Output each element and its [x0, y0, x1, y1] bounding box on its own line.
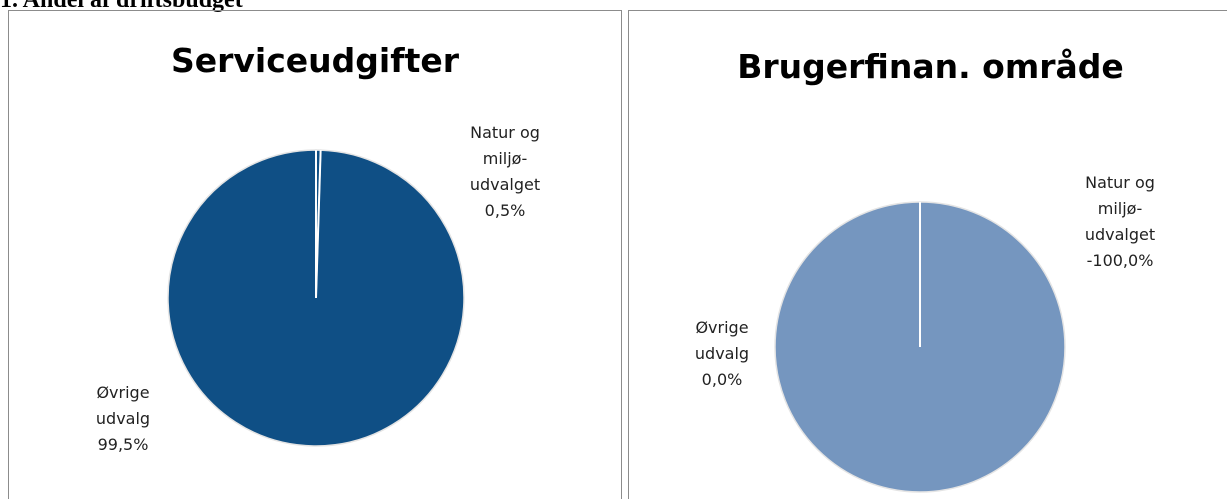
category-label: Øvrige udvalg: [95, 383, 151, 428]
category-label: Natur og miljø-udvalget: [469, 123, 541, 194]
data-label: Natur og miljø-udvalget -100,0%: [1072, 170, 1168, 274]
value-label: 0,0%: [701, 370, 743, 389]
chart-panel: Serviceudgifter: [8, 10, 622, 499]
heading: 1. Andel af driftsbudget: [0, 0, 243, 13]
value-label: 99,5%: [97, 435, 149, 454]
data-label: Øvrige udvalg 0,0%: [674, 315, 770, 393]
chart-title: Brugerfinan. område: [737, 47, 1124, 86]
value-label: 0,5%: [484, 201, 526, 220]
chart-title: Serviceudgifter: [170, 41, 460, 80]
slice-separator: [315, 150, 322, 299]
data-label: Natur og miljø-udvalget 0,5%: [457, 120, 553, 224]
chart-panel: Brugerfinan. område: [628, 10, 1227, 499]
category-label: Øvrige udvalg: [694, 318, 750, 363]
value-label: -100,0%: [1086, 251, 1154, 270]
category-label: Natur og miljø-udvalget: [1084, 173, 1156, 244]
data-label: Øvrige udvalg 99,5%: [75, 380, 171, 458]
